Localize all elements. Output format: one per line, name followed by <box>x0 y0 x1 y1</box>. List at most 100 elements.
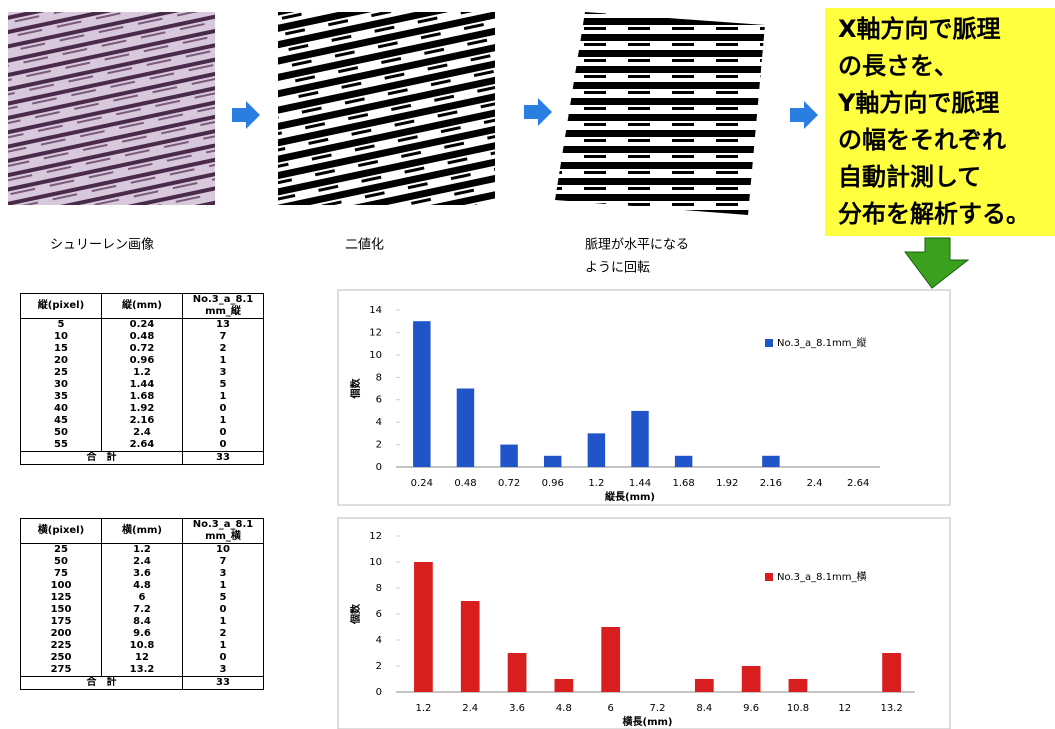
legend-label: No.3_a_8.1mm_横 <box>777 570 866 583</box>
arrow <box>790 101 818 129</box>
cell: 2.4 <box>101 427 183 439</box>
bar <box>694 679 714 692</box>
bar <box>762 455 780 467</box>
caption: 二値化 <box>345 237 384 253</box>
cell: 5 <box>20 318 102 331</box>
cell: 55 <box>20 439 102 452</box>
cell: 100 <box>20 580 102 592</box>
cell: 2 <box>182 343 264 355</box>
cell: 150 <box>20 604 102 616</box>
x-tick-label: 6 <box>607 703 613 714</box>
row: 175 8.4 1 <box>20 616 264 628</box>
x-tick-label: 2.4 <box>462 703 478 714</box>
cell: 30 <box>20 379 102 391</box>
y-tick-label: 12 <box>369 327 382 338</box>
cell: 縦(pixel) <box>20 293 102 319</box>
row: 75 3.6 3 <box>20 568 264 580</box>
x-tick-label: 10.8 <box>787 703 809 714</box>
callout-line: X軸方向で脈理 <box>838 15 1001 43</box>
cell: 250 <box>20 652 102 664</box>
x-tick-label: 2.16 <box>760 478 782 489</box>
cell: 6 <box>101 592 183 604</box>
cell: 25 <box>20 543 102 556</box>
cell: 0.96 <box>101 355 183 367</box>
cell: 横(pixel) <box>20 518 102 544</box>
cell: 50 <box>20 556 102 568</box>
cell: 0 <box>182 652 264 664</box>
green-arrow <box>904 237 970 289</box>
cell: 1.2 <box>101 543 183 556</box>
cell: 2.64 <box>101 439 183 452</box>
y-tick-label: 4 <box>376 417 382 428</box>
x-tick-label: 0.72 <box>498 478 520 489</box>
row: 50 2.4 0 <box>20 427 264 439</box>
y-axis-label: 個数 <box>349 603 362 625</box>
y-tick-label: 8 <box>376 372 382 383</box>
cell: 1.44 <box>101 379 183 391</box>
row: 合 計 33 <box>20 676 264 690</box>
cell: 33 <box>182 451 264 465</box>
rotated-image <box>555 12 765 215</box>
cell: 225 <box>20 640 102 652</box>
cell: 9.6 <box>101 628 183 640</box>
cell: 15 <box>20 343 102 355</box>
row: 40 1.92 0 <box>20 403 264 415</box>
cell: 1.68 <box>101 391 183 403</box>
binary-image <box>278 12 495 205</box>
cell: 7 <box>182 331 264 343</box>
x-tick-label: 0.48 <box>454 478 476 489</box>
legend-swatch <box>765 339 773 347</box>
legend-swatch <box>765 573 773 581</box>
cell: 1.2 <box>101 367 183 379</box>
row: 100 4.8 1 <box>20 580 264 592</box>
y-tick-label: 10 <box>369 557 382 568</box>
legend-label: No.3_a_8.1mm_縦 <box>777 336 866 349</box>
cell: 1 <box>182 355 264 367</box>
cell: 200 <box>20 628 102 640</box>
callout-line: の長さを、 <box>838 52 958 80</box>
cell: 7.2 <box>101 604 183 616</box>
cell: 50 <box>20 427 102 439</box>
cell: 1 <box>182 616 264 628</box>
bar <box>631 410 649 467</box>
bar <box>674 455 693 467</box>
x-tick-label: 7.2 <box>650 703 666 714</box>
cell: 45 <box>20 415 102 427</box>
x-tick-label: 1.2 <box>415 703 431 714</box>
x-tick-label: 1.92 <box>716 478 738 489</box>
chart-frame <box>337 517 951 729</box>
row: 250 12 0 <box>20 652 264 664</box>
cell: 1.92 <box>101 403 183 415</box>
cell: 8.4 <box>101 616 183 628</box>
row: 10 0.48 7 <box>20 331 264 343</box>
bar <box>788 679 808 692</box>
x-tick-label: 4.8 <box>556 703 572 714</box>
cell: 1 <box>182 415 264 427</box>
row: 縦(pixel) 縦(mm) No.3_a_8.1 mm_縦 <box>20 293 264 319</box>
row: 125 6 5 <box>20 592 264 604</box>
y-tick-label: 0 <box>376 462 382 473</box>
cell: 75 <box>20 568 102 580</box>
caption: 脈理が水平になる <box>585 238 689 253</box>
bar <box>544 455 562 467</box>
cell: 3.6 <box>101 568 183 580</box>
cell: 25 <box>20 367 102 379</box>
x-tick-label: 9.6 <box>743 703 759 714</box>
cell: 1 <box>182 580 264 592</box>
x-tick-label: 12 <box>838 703 851 714</box>
cell: 3 <box>182 664 264 677</box>
cell: 0.24 <box>101 318 183 331</box>
y-tick-label: 2 <box>376 440 382 451</box>
y-tick-label: 14 <box>369 305 382 316</box>
table: 横(pixel) 横(mm) No.3_a_8.1 mm_横 25 1.2 10 50 2.4… <box>20 518 264 690</box>
cell: 4.8 <box>101 580 183 592</box>
cell: 合 計 <box>20 676 183 690</box>
arrows <box>232 98 818 129</box>
chart-frame <box>337 289 951 506</box>
row: 200 9.6 2 <box>20 628 264 640</box>
bar <box>554 679 574 692</box>
row: 55 2.64 0 <box>20 439 264 452</box>
row: 20 0.96 1 <box>20 355 264 367</box>
